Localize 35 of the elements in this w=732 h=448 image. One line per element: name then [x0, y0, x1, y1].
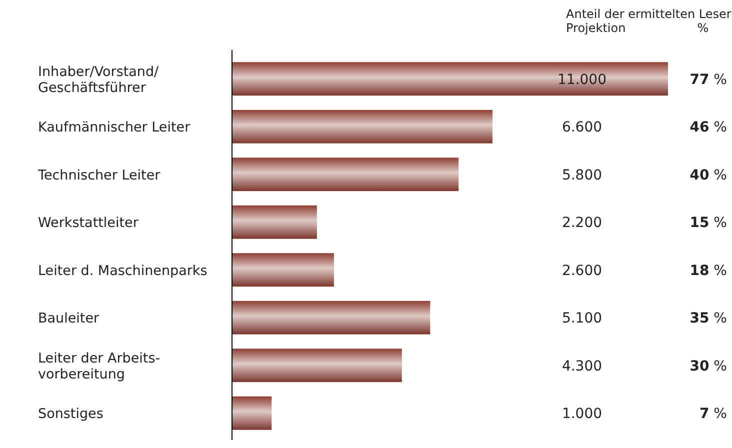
bar [232, 62, 668, 96]
y-tick-label: Sonstiges [38, 406, 104, 422]
bar [232, 253, 334, 287]
data-label: 40 % [690, 167, 727, 184]
annotation: 11.000 [558, 72, 606, 88]
data-label: 77 % [690, 72, 727, 88]
bar [232, 205, 317, 239]
y-tick-label: Kaufmännischer Leiter [38, 120, 191, 136]
annotation: 5.100 [562, 310, 602, 327]
data-label: 15 % [690, 215, 727, 232]
bar [232, 300, 430, 334]
text: Projektion [566, 21, 626, 35]
bar [232, 348, 402, 382]
annotation: 4.300 [562, 358, 602, 374]
y-tick-label: Technischer Leiter [37, 167, 161, 184]
annotation: 5.800 [562, 167, 602, 184]
y-tick-label: Leiter der Arbeits- vorbereitung [38, 350, 160, 382]
annotation: 2.600 [562, 262, 602, 279]
text: % [697, 21, 709, 35]
text: Anteil der ermittelten Leser [566, 7, 732, 21]
data-label: 46 % [690, 120, 727, 136]
y-tick-label: Bauleiter [38, 310, 100, 327]
annotation: 1.000 [562, 406, 602, 422]
y-tick-label: Werkstattleiter [38, 215, 139, 232]
data-label: 7 % [699, 406, 727, 422]
data-label: 35 % [690, 310, 727, 327]
y-tick-label: Inhaber/Vorstand/ Geschäftsführer [38, 64, 160, 96]
data-label: 30 % [690, 358, 727, 374]
data-label: 18 % [690, 262, 727, 279]
bar [232, 110, 492, 144]
annotation: 6.600 [562, 120, 602, 136]
annotation: 2.200 [562, 215, 602, 232]
y-tick-label: Leiter d. Maschinenparks [38, 262, 208, 279]
bar [232, 158, 458, 192]
bar [232, 396, 272, 430]
